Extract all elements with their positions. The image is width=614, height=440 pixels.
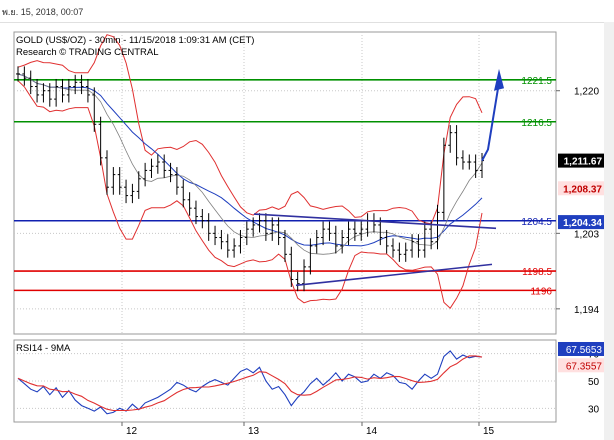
rsi-value-tag-box: [558, 341, 604, 356]
x-tick-label: 13: [248, 426, 260, 437]
trendline-lower: [295, 263, 493, 287]
ma-value-tag-box: [558, 215, 604, 230]
rsi-value-tag: 67.5653: [566, 345, 603, 356]
level-label-1196: 1196: [530, 286, 552, 297]
rsi-ma-value-tag-box: [558, 358, 604, 373]
level-label-1221.5: 1221.5: [521, 76, 552, 87]
vertical-scrollbar[interactable]: [604, 22, 614, 440]
timestamp: พ.ย. 15, 2018, 00:07: [2, 7, 84, 17]
rsi-y-tick-label: 50: [588, 377, 600, 388]
projection-arrowhead: [494, 68, 504, 91]
current-price-tag: 1,211.67: [564, 157, 603, 168]
upper-band-tag: 1,208.37: [563, 184, 602, 195]
projection-arrow: [481, 82, 500, 162]
upper-band-tag-box: [558, 181, 604, 196]
x-tick-label: 15: [483, 426, 495, 437]
y-tick-label: 1,220: [574, 87, 599, 98]
y-tick-label: 1,194: [574, 305, 599, 316]
price-panel: 1,194 1,203 1,220 1221.5 1216.5 1204.5 1198.5 1…: [13, 31, 604, 335]
level-label-1198.5: 1198.5: [522, 267, 552, 278]
bollinger-mid: [17, 73, 483, 255]
bollinger-upper: [17, 34, 483, 225]
current-price-tag-box: [558, 153, 604, 168]
top-bar: พ.ย. 15, 2018, 00:07: [0, 0, 614, 23]
rsi-title: RSI14 - 9MA: [16, 343, 71, 354]
moving-average: [17, 73, 483, 247]
x-tick-label: 14: [366, 426, 378, 437]
price-frame: [13, 31, 557, 335]
rsi-ma-line: [17, 355, 483, 412]
bollinger-lower: [17, 80, 483, 309]
chart-subtitle: Research © TRADING CENTRAL: [16, 47, 159, 58]
chart-title: GOLD (US$/OZ) - 30min - 11/15/2018 1:09:…: [16, 35, 254, 46]
rsi-line: [17, 350, 483, 415]
ma-value-tag: 1,204.34: [563, 218, 602, 229]
x-tick-label: 12: [126, 426, 138, 437]
level-label-1216.5: 1216.5: [521, 118, 552, 129]
level-label-1204.5: 1204.5: [521, 217, 552, 228]
trendline-upper: [253, 213, 497, 230]
rsi-y-tick-label: 30: [588, 404, 600, 415]
rsi-ma-value-tag: 67.3557: [566, 361, 603, 372]
y-tick-label: 1,203: [574, 229, 599, 240]
